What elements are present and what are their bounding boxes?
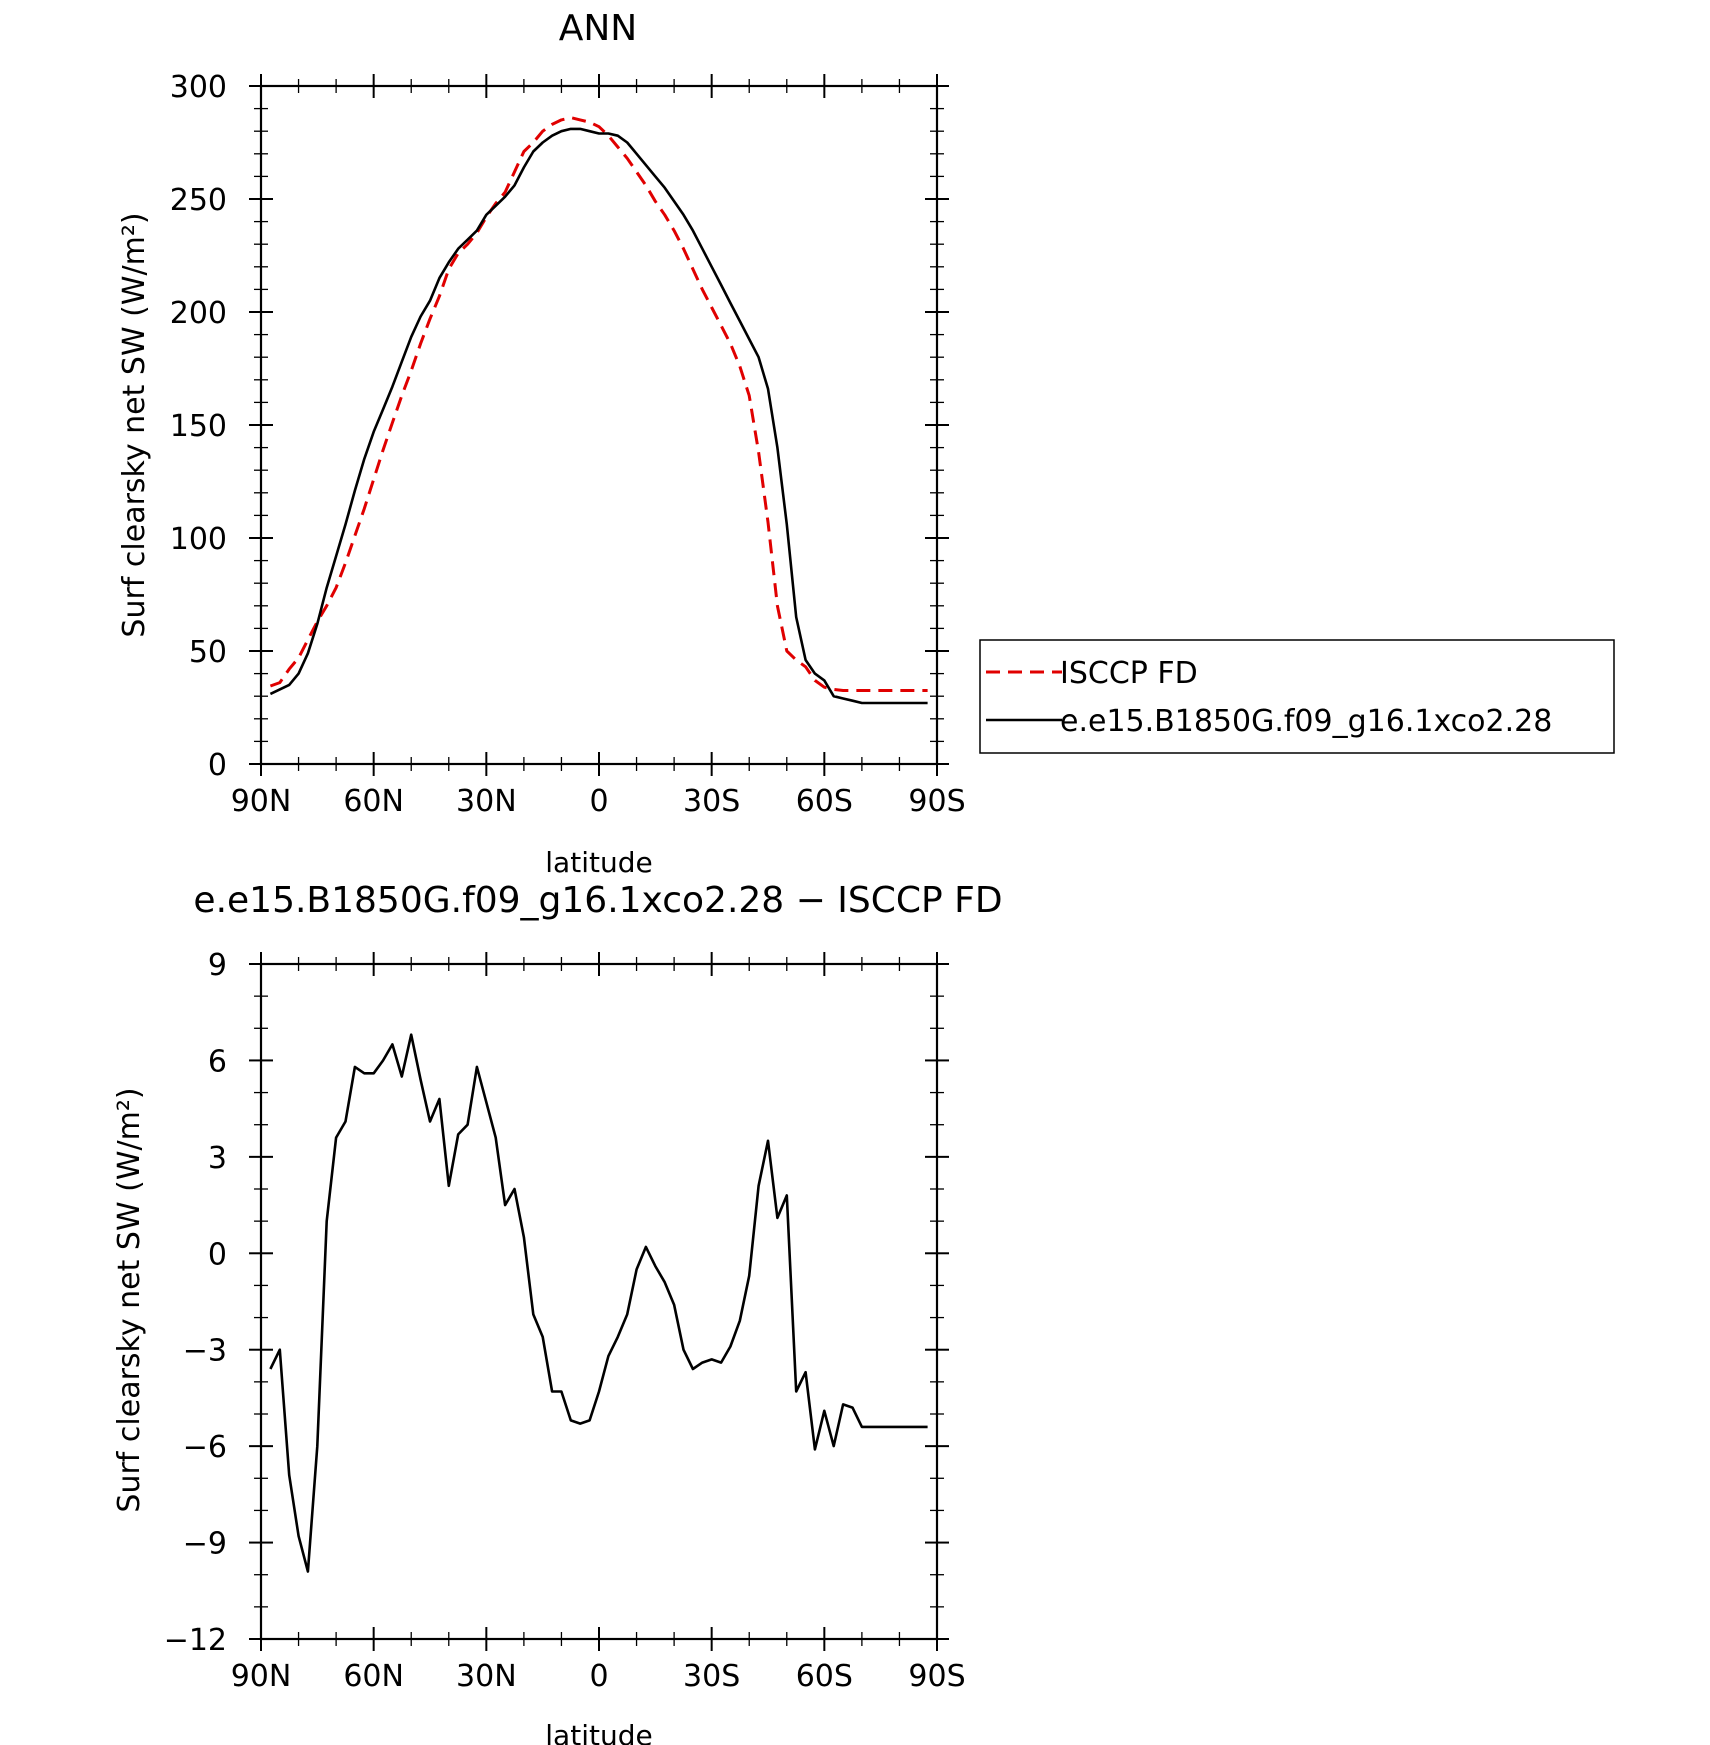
bottom-y-tick-label: 9	[208, 948, 227, 983]
bottom-x-tick-label: 90N	[231, 1659, 292, 1694]
top-y-tick-label: 0	[208, 748, 227, 783]
top-x-tick-label: 30N	[456, 784, 517, 819]
bottom-x-tick-label: 0	[589, 1659, 608, 1694]
top-x-tick-label: 0	[589, 784, 608, 819]
bottom-y-tick-label: 6	[208, 1044, 227, 1079]
bottom-x-tick-label: 30N	[456, 1659, 517, 1694]
bottom-x-tick-label: 60N	[343, 1659, 404, 1694]
bottom-x-axis-label: latitude	[545, 1719, 652, 1745]
top-chart-title: ANN	[559, 8, 638, 49]
top-x-tick-label: 30S	[683, 784, 740, 819]
bottom-y-tick-label: −12	[164, 1623, 227, 1658]
top-legend: ISCCP FD e.e15.B1850G.f09_g16.1xco2.28	[979, 639, 1615, 754]
bottom-x-tick-label: 90S	[908, 1659, 965, 1694]
bottom-x-tick-label: 30S	[683, 1659, 740, 1694]
bottom-axis-frame	[259, 962, 939, 1641]
top-y-tick-label: 50	[189, 635, 227, 670]
legend-label-model: e.e15.B1850G.f09_g16.1xco2.28	[1060, 704, 1552, 739]
top-y-tick-label: 150	[170, 409, 227, 444]
top-x-axis-label: latitude	[545, 846, 652, 879]
top-y-tick-label: 200	[170, 296, 227, 331]
bottom-y-tick-label: −3	[183, 1334, 227, 1369]
top-y-tick-label: 250	[170, 183, 227, 218]
top-series-line-1	[269, 127, 928, 705]
bottom-y-tick-label: 0	[208, 1237, 227, 1272]
bottom-series-line-0	[269, 1033, 928, 1573]
top-x-tick-label: 90S	[908, 784, 965, 819]
bottom-plot-area: 90N 60N 30N 0 30S 60S 90S −12 −9 −6 −3 0 3 6 9	[164, 948, 966, 1694]
bottom-chart-title: e.e15.B1850G.f09_g16.1xco2.28 − ISCCP FD	[193, 880, 1002, 921]
bottom-x-tick-label: 60S	[796, 1659, 853, 1694]
top-y-axis-label: Surf clearsky net SW (W/m²)	[117, 212, 152, 637]
bottom-y-axis-label: Surf clearsky net SW (W/m²)	[112, 1087, 147, 1512]
top-axis-frame	[259, 84, 939, 766]
top-series-line-0	[269, 116, 928, 692]
top-x-tick-label: 90N	[231, 784, 292, 819]
top-plot-area: 90N 60N 30N 0 30S 60S 90S 0 50 100 150 200 250 300	[170, 70, 966, 819]
bottom-y-tick-label: −9	[183, 1527, 227, 1562]
top-y-tick-label: 100	[170, 522, 227, 557]
top-x-tick-label: 60N	[343, 784, 404, 819]
legend-frame	[979, 639, 1615, 754]
bottom-y-tick-label: 3	[208, 1141, 227, 1176]
top-y-tick-label: 300	[170, 70, 227, 105]
top-chart-panel: ANN 90N 60N 30N 0 30S 60S 90S 0 50 100 150 200 250 30…	[117, 8, 1615, 879]
legend-label-isccp: ISCCP FD	[1060, 656, 1198, 691]
bottom-y-tick-label: −6	[183, 1430, 227, 1465]
top-x-tick-label: 60S	[796, 784, 853, 819]
bottom-chart-panel: e.e15.B1850G.f09_g16.1xco2.28 − ISCCP FD…	[112, 880, 1003, 1745]
